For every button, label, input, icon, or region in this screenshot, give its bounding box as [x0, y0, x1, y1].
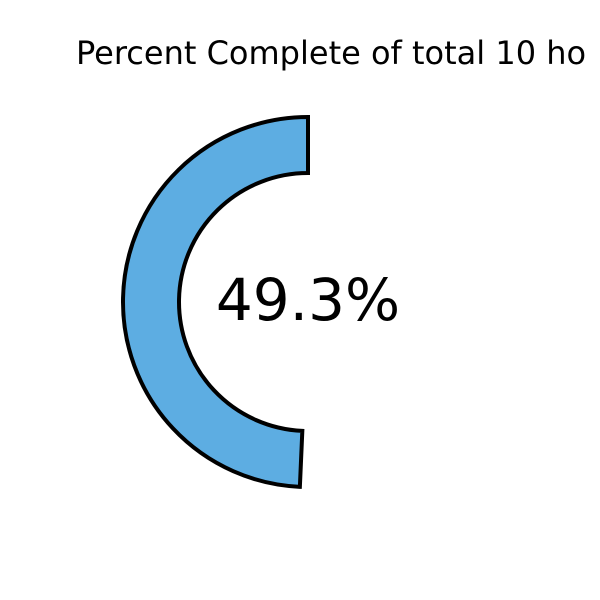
progress-arc: [121, 114, 310, 489]
progress-value-label: 49.3%: [216, 266, 400, 334]
chart-title: Percent Complete of total 10 ho: [76, 34, 586, 72]
